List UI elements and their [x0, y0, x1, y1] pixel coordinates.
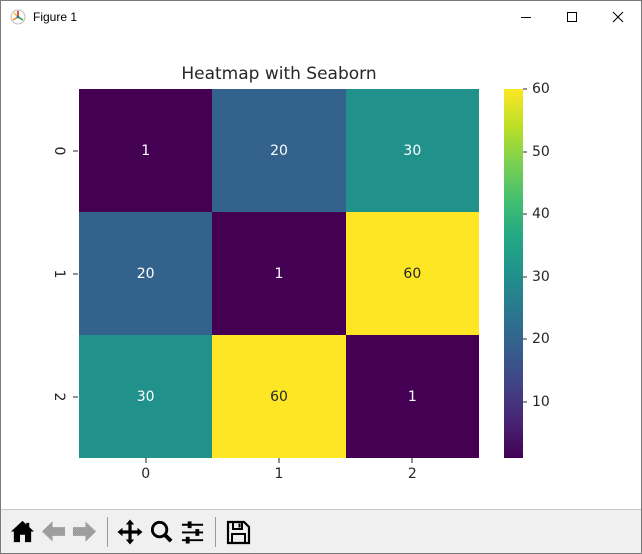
- colorbar-tick-label: 50: [532, 143, 550, 160]
- pan-icon: [117, 519, 143, 544]
- y-tick-mark: [73, 396, 78, 397]
- save-icon: [226, 520, 251, 544]
- colorbar-tick-label: 30: [532, 268, 550, 285]
- y-tick-marks: [73, 89, 79, 458]
- back-button[interactable]: [38, 515, 68, 549]
- colorbar-tick-label: 40: [532, 206, 550, 223]
- colorbar-tick-mark: [523, 213, 527, 215]
- colorbar-tick-mark: [523, 151, 527, 153]
- x-tick-label: 1: [274, 466, 284, 482]
- colorbar-tick-label: 20: [532, 331, 550, 348]
- y-tick-label: 2: [51, 392, 67, 401]
- colorbar-tick-labels: 10 20 30 40 50 60: [532, 81, 566, 458]
- heatmap-cell: 30: [79, 335, 213, 458]
- forward-button[interactable]: [69, 515, 99, 549]
- save-button[interactable]: [223, 515, 253, 549]
- heatmap-cell: 20: [212, 89, 346, 212]
- configure-subplots-button[interactable]: [177, 515, 207, 549]
- home-button[interactable]: [7, 515, 37, 549]
- colorbar-tick-mark: [523, 401, 527, 403]
- plot-title: Heatmap with Seaborn: [181, 64, 377, 84]
- colorbar-tick-label: 60: [532, 81, 550, 97]
- heatmap-cell: 1: [79, 89, 213, 212]
- toolbar-separator: [215, 516, 216, 547]
- sliders-icon: [181, 521, 203, 544]
- y-tick-mark: [73, 150, 78, 151]
- heatmap-cell: 60: [212, 335, 346, 458]
- x-tick-label: 0: [141, 466, 151, 482]
- heatmap-cell: 1: [345, 335, 479, 458]
- window-controls: [503, 1, 641, 32]
- x-tick-marks: [79, 458, 479, 464]
- navigation-toolbar: [1, 509, 641, 553]
- matplotlib-icon: [10, 9, 26, 24]
- colorbar-tick-mark: [523, 276, 527, 278]
- zoom-button[interactable]: [146, 515, 176, 549]
- x-tick-label: 2: [407, 466, 417, 482]
- y-tick-label: 0: [51, 146, 67, 155]
- zoom-icon: [150, 520, 172, 543]
- colorbar-tick-marks: [523, 88, 528, 458]
- forward-icon: [72, 521, 96, 542]
- minimize-icon: [521, 16, 531, 18]
- maximize-button[interactable]: [549, 1, 595, 32]
- heatmap-grid: 1 20 30 20 1 60 30 60 1: [79, 89, 479, 458]
- y-tick-labels: 0 1 2: [47, 89, 71, 458]
- colorbar: [504, 89, 523, 458]
- x-tick-mark: [411, 458, 413, 463]
- colorbar-tick-mark: [523, 88, 527, 90]
- heatmap-cell: 30: [345, 89, 479, 212]
- heatmap-cell: 1: [212, 212, 346, 335]
- heatmap-cell: 20: [79, 212, 213, 335]
- back-icon: [41, 521, 65, 542]
- y-tick-label: 1: [51, 269, 67, 278]
- x-tick-mark: [145, 458, 147, 463]
- x-tick-mark: [278, 458, 280, 463]
- close-button[interactable]: [595, 1, 641, 32]
- window-title: Figure 1: [33, 9, 78, 24]
- home-icon: [10, 520, 34, 543]
- toolbar-separator: [107, 516, 108, 547]
- minimize-button[interactable]: [503, 1, 549, 32]
- heatmap-cell: 60: [345, 212, 479, 335]
- titlebar: Figure 1: [1, 1, 641, 32]
- colorbar-tick-mark: [523, 338, 527, 340]
- colorbar-tick-label: 10: [532, 393, 550, 410]
- pan-button[interactable]: [115, 515, 145, 549]
- maximize-icon: [567, 11, 577, 22]
- x-tick-labels: 0 1 2: [79, 466, 479, 482]
- y-tick-mark: [73, 273, 78, 274]
- close-icon: [612, 11, 624, 22]
